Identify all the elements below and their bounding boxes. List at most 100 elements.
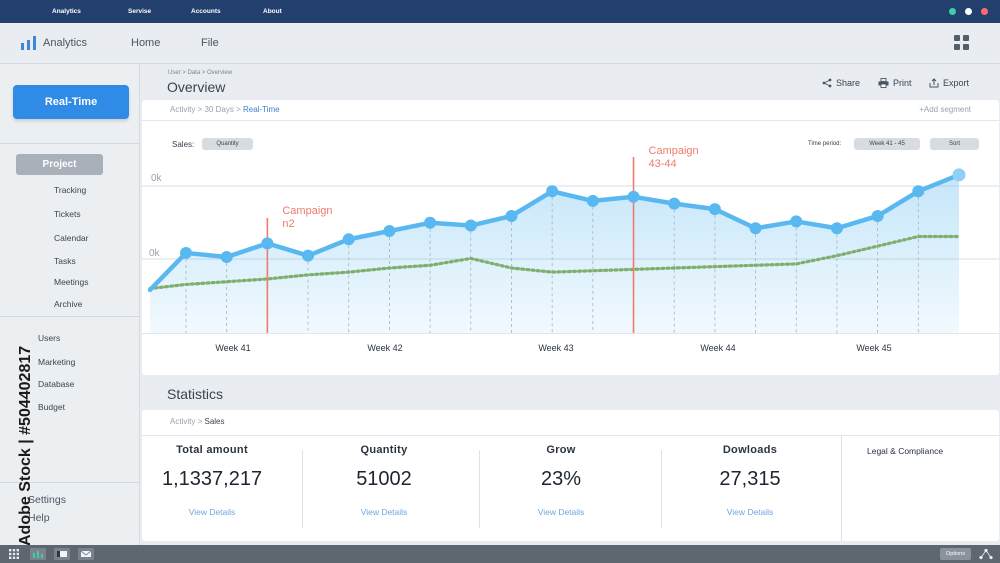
x-tick-label: Week 45 bbox=[856, 343, 891, 353]
chart-breadcrumb: Activity > 30 Days > Real-Time bbox=[170, 105, 280, 114]
data-point bbox=[342, 233, 355, 246]
sidebar-item-archive[interactable]: Archive bbox=[54, 299, 83, 309]
stats-divider bbox=[142, 435, 999, 436]
crumb-days[interactable]: 30 Days bbox=[204, 105, 234, 114]
y-tick-label: 0k bbox=[151, 173, 163, 184]
chart-axis-divider bbox=[142, 333, 999, 334]
view-details-link[interactable]: View Details bbox=[360, 507, 408, 517]
sidebar-item-help[interactable]: Help bbox=[28, 512, 50, 524]
status-dot-white bbox=[965, 8, 972, 15]
crumb-current: Real-Time bbox=[242, 105, 280, 114]
data-point bbox=[871, 209, 884, 222]
stat-value: 23% bbox=[540, 468, 582, 490]
data-point bbox=[424, 216, 437, 229]
top-menu-bar: Analytics Servise Accounts About bbox=[0, 0, 1000, 23]
grid-icon[interactable] bbox=[954, 35, 970, 51]
view-details-link[interactable]: View Details bbox=[726, 507, 774, 517]
y-tick-label: 0k bbox=[149, 248, 161, 259]
app-header: Analytics Home File bbox=[0, 23, 1000, 64]
chart-panel: 0k 0k Campaign n2 Campaign 43-44 Week 41 Week 4… bbox=[142, 100, 999, 375]
stat-label: Grow bbox=[546, 444, 576, 456]
sort-button[interactable]: Sort bbox=[930, 138, 979, 150]
sidebar-item-tracking[interactable]: Tracking bbox=[54, 185, 87, 195]
share-button[interactable]: Share bbox=[822, 78, 860, 88]
apps-menu-icon[interactable] bbox=[8, 548, 20, 560]
sidebar-divider bbox=[0, 482, 140, 483]
export-icon bbox=[929, 78, 939, 88]
campaign-label: Campaign bbox=[282, 205, 332, 217]
x-tick-label: Week 41 bbox=[215, 343, 250, 353]
sidebar-divider bbox=[0, 316, 140, 317]
stat-value: 51002 bbox=[356, 468, 412, 490]
time-period-label: Time period: bbox=[808, 141, 842, 147]
legal-compliance-link[interactable]: Legal & Compliance bbox=[867, 446, 944, 456]
campaign-label: 43-44 bbox=[649, 158, 677, 170]
project-button[interactable]: Project bbox=[16, 154, 103, 175]
stat-label: Total amount bbox=[176, 444, 248, 456]
sales-label: Sales: bbox=[172, 140, 195, 149]
sidebar-item-marketing[interactable]: Marketing bbox=[38, 357, 76, 367]
realtime-button[interactable]: Real-Time bbox=[13, 85, 129, 119]
bar-chart-icon bbox=[21, 36, 36, 50]
menu-about[interactable]: About bbox=[263, 8, 282, 15]
data-point bbox=[505, 209, 518, 222]
chart-app-icon[interactable] bbox=[30, 548, 46, 560]
add-segment-link[interactable]: +Add segment bbox=[919, 105, 971, 114]
mail-icon[interactable] bbox=[78, 548, 94, 560]
sidebar-item-users[interactable]: Users bbox=[38, 333, 61, 343]
stat-value: 27,315 bbox=[719, 468, 781, 490]
area-fill bbox=[150, 174, 959, 333]
sidebar: Real-Time Project Tracking Tickets Calen… bbox=[0, 64, 140, 545]
chart-header-divider bbox=[142, 120, 999, 121]
sidebar-item-tickets[interactable]: Tickets bbox=[54, 209, 81, 219]
data-point bbox=[749, 222, 762, 235]
status-dot-green bbox=[949, 8, 956, 15]
sidebar-item-budget[interactable]: Budget bbox=[38, 402, 65, 412]
data-point bbox=[180, 246, 192, 259]
stat-value: 1,1337,217 bbox=[162, 468, 263, 490]
stat-divider bbox=[479, 450, 480, 528]
stat-label: Quantity bbox=[360, 444, 408, 456]
nav-home[interactable]: Home bbox=[131, 37, 161, 49]
menu-analytics[interactable]: Analytics bbox=[52, 8, 81, 15]
print-label: Print bbox=[893, 78, 912, 88]
data-point bbox=[220, 251, 233, 264]
sidebar-item-calendar[interactable]: Calendar bbox=[54, 233, 89, 243]
print-button[interactable]: Print bbox=[878, 78, 912, 88]
sidebar-item-database[interactable]: Database bbox=[38, 379, 75, 389]
view-details-link[interactable]: View Details bbox=[188, 507, 236, 517]
data-point bbox=[708, 203, 721, 216]
crumb-activity[interactable]: Activity bbox=[170, 417, 196, 426]
sidebar-item-settings[interactable]: Settings bbox=[28, 494, 66, 506]
x-tick-label: Week 42 bbox=[367, 343, 402, 353]
sidebar-item-tasks[interactable]: Tasks bbox=[54, 256, 76, 266]
stat-divider bbox=[661, 450, 662, 528]
taskbar: Options bbox=[0, 545, 1000, 563]
crumb-activity[interactable]: Activity bbox=[170, 105, 196, 114]
view-details-link[interactable]: View Details bbox=[537, 507, 585, 517]
export-button[interactable]: Export bbox=[929, 78, 969, 88]
print-icon bbox=[878, 78, 889, 88]
sales-select[interactable]: Quantity bbox=[202, 138, 253, 150]
window-app-icon[interactable] bbox=[54, 548, 70, 560]
data-point bbox=[627, 190, 640, 203]
sidebar-item-meetings[interactable]: Meetings bbox=[54, 277, 89, 287]
data-point bbox=[912, 185, 925, 198]
menu-servise[interactable]: Servise bbox=[128, 8, 152, 15]
data-point bbox=[464, 219, 477, 232]
x-tick-label: Week 44 bbox=[700, 343, 735, 353]
stat-label: Dowloads bbox=[722, 444, 778, 456]
data-point bbox=[383, 225, 396, 238]
stat-grow: Grow 23% View Details bbox=[511, 444, 611, 517]
network-icon[interactable] bbox=[978, 548, 994, 560]
data-point bbox=[546, 185, 559, 198]
menu-accounts[interactable]: Accounts bbox=[191, 8, 221, 15]
stock-watermark: Adobe Stock | #504402817 bbox=[17, 346, 34, 546]
page-title: Overview bbox=[167, 79, 226, 95]
time-period-select[interactable]: Week 41 - 45 bbox=[854, 138, 920, 150]
nav-file[interactable]: File bbox=[201, 37, 219, 49]
options-button[interactable]: Options bbox=[940, 548, 971, 560]
stat-total-amount: Total amount 1,1337,217 View Details bbox=[162, 444, 262, 517]
stat-downloads: Dowloads 27,315 View Details bbox=[700, 444, 800, 517]
data-point bbox=[952, 168, 966, 182]
